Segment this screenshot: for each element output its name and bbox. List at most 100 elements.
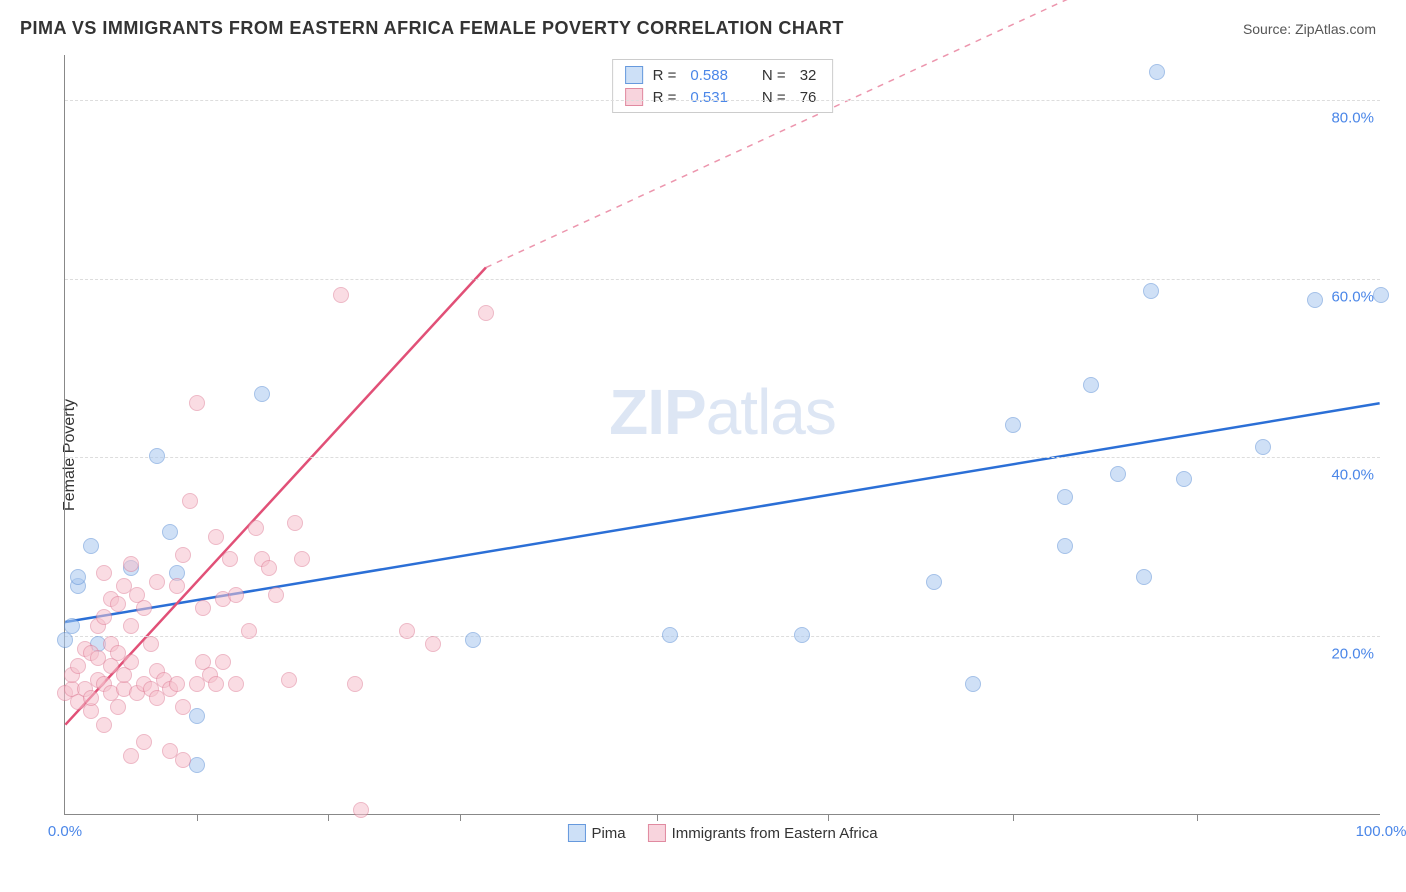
y-tick-label: 20.0% <box>1331 646 1374 663</box>
n-label: N = <box>762 67 786 84</box>
source-attribution: Source: ZipAtlas.com <box>1243 21 1376 37</box>
gridline-horizontal <box>65 457 1380 458</box>
data-point <box>215 654 231 670</box>
scatter-plot: ZIPatlas R =0.588N =32R =0.531N =76 Pima… <box>64 55 1380 815</box>
legend-label: Pima <box>591 825 625 842</box>
data-point <box>1057 489 1073 505</box>
data-point <box>222 551 238 567</box>
r-value: 0.531 <box>690 89 728 106</box>
gridline-horizontal <box>65 100 1380 101</box>
legend-swatch <box>625 66 643 84</box>
data-point <box>287 515 303 531</box>
legend-item: Immigrants from Eastern Africa <box>648 824 878 842</box>
data-point <box>294 551 310 567</box>
data-point <box>333 287 349 303</box>
x-tick-mark <box>828 814 829 821</box>
data-point <box>96 565 112 581</box>
data-point <box>195 600 211 616</box>
data-point <box>347 676 363 692</box>
data-point <box>96 609 112 625</box>
data-point <box>1143 283 1159 299</box>
data-point <box>662 627 678 643</box>
data-point <box>136 734 152 750</box>
data-point <box>965 676 981 692</box>
y-tick-label: 80.0% <box>1331 109 1374 126</box>
gridline-horizontal <box>65 279 1380 280</box>
chart-container: Female Poverty ZIPatlas R =0.588N =32R =… <box>50 55 1380 855</box>
data-point <box>64 618 80 634</box>
legend-stats: R = 0.588 N = 32 R = 0.531 N = 76 <box>612 59 834 113</box>
data-point <box>1307 292 1323 308</box>
data-point <box>248 520 264 536</box>
data-point <box>794 627 810 643</box>
n-value: 32 <box>800 67 817 84</box>
data-point <box>1005 417 1021 433</box>
data-point <box>189 395 205 411</box>
data-point <box>96 717 112 733</box>
x-tick-label: 100.0% <box>1356 823 1406 840</box>
data-point <box>241 623 257 639</box>
n-label: N = <box>762 89 786 106</box>
data-point <box>110 699 126 715</box>
r-value: 0.588 <box>690 67 728 84</box>
legend-item: Pima <box>567 824 625 842</box>
data-point <box>208 676 224 692</box>
legend-series: Pima Immigrants from Eastern Africa <box>567 824 877 842</box>
data-point <box>425 636 441 652</box>
data-point <box>110 596 126 612</box>
data-point <box>1110 466 1126 482</box>
data-point <box>83 538 99 554</box>
data-point <box>162 524 178 540</box>
data-point <box>83 690 99 706</box>
data-point <box>136 600 152 616</box>
data-point <box>1373 287 1389 303</box>
data-point <box>182 493 198 509</box>
data-point <box>208 529 224 545</box>
x-tick-mark <box>1197 814 1198 821</box>
watermark: ZIPatlas <box>609 375 836 449</box>
data-point <box>254 386 270 402</box>
trend-lines <box>65 55 1380 814</box>
legend-swatch <box>648 824 666 842</box>
data-point <box>149 574 165 590</box>
x-tick-label: 0.0% <box>48 823 82 840</box>
gridline-horizontal <box>65 636 1380 637</box>
data-point <box>70 658 86 674</box>
legend-stat-row: R =0.588N =32 <box>613 64 833 86</box>
data-point <box>143 636 159 652</box>
legend-swatch <box>625 88 643 106</box>
x-tick-mark <box>460 814 461 821</box>
data-point <box>189 708 205 724</box>
data-point <box>261 560 277 576</box>
x-tick-mark <box>657 814 658 821</box>
r-label: R = <box>653 89 677 106</box>
data-point <box>281 672 297 688</box>
data-point <box>123 748 139 764</box>
data-point <box>478 305 494 321</box>
data-point <box>169 578 185 594</box>
data-point <box>1057 538 1073 554</box>
data-point <box>465 632 481 648</box>
data-point <box>149 448 165 464</box>
header: PIMA VS IMMIGRANTS FROM EASTERN AFRICA F… <box>0 0 1406 49</box>
data-point <box>268 587 284 603</box>
data-point <box>70 569 86 585</box>
data-point <box>123 556 139 572</box>
x-tick-mark <box>328 814 329 821</box>
data-point <box>1255 439 1271 455</box>
x-tick-mark <box>1013 814 1014 821</box>
data-point <box>1149 64 1165 80</box>
n-value: 76 <box>800 89 817 106</box>
y-tick-label: 60.0% <box>1331 288 1374 305</box>
data-point <box>123 618 139 634</box>
y-tick-label: 40.0% <box>1331 467 1374 484</box>
data-point <box>926 574 942 590</box>
data-point <box>175 547 191 563</box>
data-point <box>228 676 244 692</box>
trend-line <box>65 403 1379 622</box>
x-tick-mark <box>197 814 198 821</box>
legend-stat-row: R = 0.531 N = 76 <box>613 86 833 108</box>
legend-label: Immigrants from Eastern Africa <box>672 825 878 842</box>
data-point <box>1136 569 1152 585</box>
data-point <box>399 623 415 639</box>
